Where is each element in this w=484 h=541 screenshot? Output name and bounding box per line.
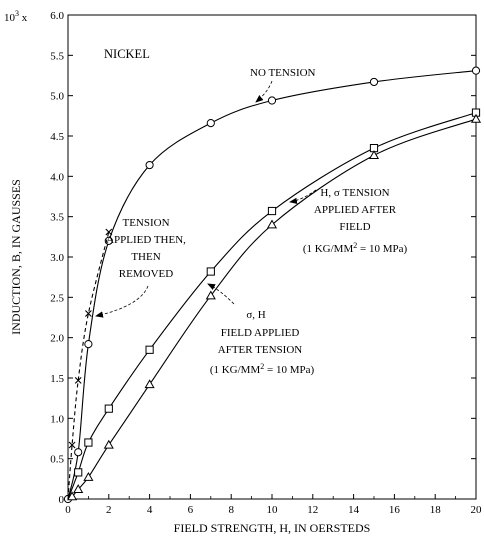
conversion-exp-2: 2 bbox=[260, 362, 264, 371]
annotation-tension-line-4: REMOVED bbox=[119, 268, 173, 280]
x-tick-label: 16 bbox=[389, 504, 401, 516]
data-point bbox=[84, 438, 93, 447]
annotation-after-field-line-3: FIELD bbox=[339, 221, 370, 233]
annotation-after-field-line-2: APPLIED AFTER bbox=[314, 204, 397, 216]
data-point bbox=[104, 404, 113, 413]
x-tick-label: 8 bbox=[228, 504, 234, 516]
conversion-suffix-2: = 10 MPa) bbox=[264, 364, 314, 376]
y-multiplier-suffix: x bbox=[19, 12, 28, 24]
data-point bbox=[266, 219, 278, 229]
annotation-after-tension-arrow bbox=[207, 283, 235, 305]
series-line bbox=[67, 70, 477, 500]
annotation-after-tension-conversion: (1 KG/MM2 = 10 MPa) bbox=[210, 362, 315, 376]
data-point bbox=[470, 113, 482, 123]
data-point bbox=[369, 77, 379, 87]
x-tick-label: 0 bbox=[65, 504, 71, 516]
annotation-tension-arrow bbox=[95, 285, 149, 318]
data-point bbox=[73, 484, 84, 493]
data-point bbox=[206, 267, 215, 276]
data-point bbox=[74, 377, 82, 384]
annotation-no-tension: NO TENSION bbox=[250, 67, 316, 79]
conversion-prefix: (1 KG/MM bbox=[303, 243, 354, 255]
y-tick-label: 6.0 bbox=[50, 10, 64, 22]
data-point bbox=[103, 439, 114, 449]
data-point bbox=[74, 448, 83, 457]
annotation-tension-line-3: THEN bbox=[131, 251, 160, 263]
annotation-tension-line-2: APPLIED THEN, bbox=[106, 234, 186, 246]
annotation-after-tension-line-1: σ, H bbox=[246, 309, 265, 321]
y-tick-label: 0.5 bbox=[50, 454, 64, 466]
data-point bbox=[267, 206, 277, 216]
annotation-after-field-arrow bbox=[289, 189, 317, 205]
data-point bbox=[84, 340, 93, 349]
x-tick-label: 4 bbox=[147, 504, 153, 516]
annotation-after-field-line-1: H, σ TENSION bbox=[320, 187, 389, 199]
x-tick-label: 6 bbox=[188, 504, 194, 516]
x-tick-label: 18 bbox=[430, 504, 442, 516]
data-point bbox=[74, 468, 83, 477]
x-axis-title: FIELD STRENGTH, H, IN OERSTEDS bbox=[174, 521, 371, 535]
annotation-after-tension-line-2: FIELD APPLIED bbox=[221, 327, 300, 339]
data-point bbox=[145, 345, 154, 354]
data-point bbox=[471, 66, 481, 75]
series-layer bbox=[63, 66, 482, 504]
series-line bbox=[67, 112, 477, 500]
y-tick-label: 4.0 bbox=[50, 171, 64, 183]
conversion-suffix: = 10 MPa) bbox=[357, 243, 407, 255]
y-tick-label: 1.5 bbox=[50, 373, 64, 385]
inset-label: NICKEL bbox=[104, 47, 150, 61]
x-tick-label: 2 bbox=[106, 504, 112, 516]
y-tick-label: 4.5 bbox=[50, 131, 64, 143]
annotation-after-tension-line-3: AFTER TENSION bbox=[218, 344, 302, 356]
y-tick-label: 1.0 bbox=[50, 413, 64, 425]
series-circle bbox=[63, 66, 481, 504]
series-line bbox=[67, 231, 110, 500]
conversion-prefix-2: (1 KG/MM bbox=[210, 364, 261, 376]
data-point bbox=[83, 472, 94, 481]
plot-frame bbox=[67, 14, 477, 500]
data-point bbox=[368, 150, 380, 160]
data-point bbox=[105, 228, 113, 236]
y-tick-label: 5.0 bbox=[50, 91, 64, 103]
data-point bbox=[144, 379, 155, 389]
y-tick-label: 5.5 bbox=[50, 50, 64, 62]
annotation-tension-line-1: TENSION bbox=[122, 217, 169, 229]
y-multiplier: 103 x bbox=[4, 9, 28, 24]
series-x bbox=[67, 228, 113, 500]
y-tick-label: 2.5 bbox=[50, 292, 64, 304]
data-point bbox=[205, 290, 216, 300]
data-point bbox=[67, 491, 78, 501]
data-point bbox=[267, 96, 277, 105]
x-tick-label: 14 bbox=[348, 504, 360, 516]
series-square bbox=[67, 108, 481, 500]
x-tick-label: 10 bbox=[267, 504, 279, 516]
y-multiplier-exp: 3 bbox=[15, 9, 19, 18]
data-point bbox=[104, 236, 113, 245]
x-tick-label: 20 bbox=[471, 504, 483, 516]
y-axis: 0 0.5 1.0 1.5 2.0 2.5 3.0 3.5 4.0 4.5 5.0 5.5 6.0 bbox=[50, 10, 476, 506]
y-axis-title: INDUCTION, B, IN GAUSSES bbox=[9, 179, 23, 335]
y-tick-label: 0 bbox=[59, 494, 65, 506]
x-tick-label: 12 bbox=[307, 504, 318, 516]
data-point bbox=[68, 441, 76, 449]
series-line bbox=[67, 118, 477, 500]
y-multiplier-base: 10 bbox=[4, 12, 16, 24]
y-tick-label: 2.0 bbox=[50, 333, 64, 345]
series-triangle bbox=[67, 113, 482, 501]
data-point bbox=[85, 310, 92, 317]
y-tick-label: 3.5 bbox=[50, 212, 64, 224]
conversion-exp: 2 bbox=[353, 241, 357, 250]
annotation-no-tension-arrow bbox=[255, 80, 273, 103]
data-point bbox=[145, 160, 154, 170]
data-point bbox=[206, 118, 215, 128]
annotation-after-field-conversion: (1 KG/MM2 = 10 MPa) bbox=[303, 241, 408, 255]
y-tick-label: 3.0 bbox=[50, 252, 64, 264]
x-axis: 0 2 4 6 8 10 12 14 16 18 20 bbox=[65, 494, 482, 516]
